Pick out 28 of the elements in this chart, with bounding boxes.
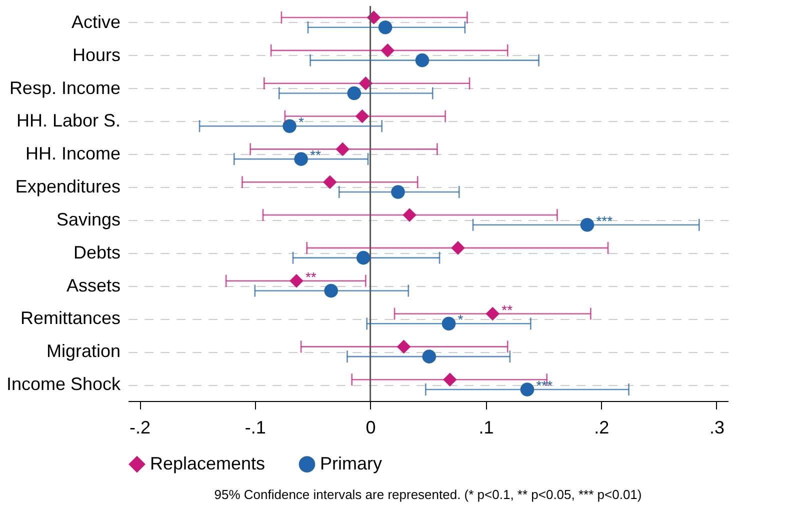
y-tick-label: Active xyxy=(71,12,120,32)
y-tick-label: HH. Labor S. xyxy=(16,110,120,131)
y-tick-label: Assets xyxy=(66,275,120,296)
x-tick-label: -.1 xyxy=(244,418,266,438)
x-tick-label: .3 xyxy=(709,418,724,438)
legend-label: Replacements xyxy=(150,453,266,474)
y-tick-label: Debts xyxy=(73,242,120,262)
x-tick-label: .1 xyxy=(478,418,494,438)
y-tick-label: Expenditures xyxy=(15,176,120,197)
data-label: ** xyxy=(502,302,514,318)
text: 95% Confidence intervals are represented. (* p<0.1, ** p<0.05, *** p<0.01) xyxy=(214,487,642,502)
data-label: *** xyxy=(596,212,614,229)
data-label: ** xyxy=(305,268,317,285)
y-tick-label: Income Shock xyxy=(6,374,122,394)
y-tick-label: Migration xyxy=(46,341,120,362)
x-tick-label: 0 xyxy=(366,418,376,438)
data-label: ** xyxy=(310,147,322,164)
data-label: * xyxy=(298,114,305,130)
y-tick-label: Hours xyxy=(72,44,120,65)
y-tick-label: Remittances xyxy=(20,308,120,328)
legend-label: Primary xyxy=(320,453,382,474)
data-label: *** xyxy=(536,377,554,394)
x-tick-label: -.2 xyxy=(130,418,151,438)
y-tick-label: Savings xyxy=(56,209,120,230)
y-tick-label: Resp. Income xyxy=(9,78,120,98)
data-label: * xyxy=(458,312,464,328)
x-tick-label: .2 xyxy=(594,418,610,438)
y-tick-label: HH. Income xyxy=(25,144,120,164)
